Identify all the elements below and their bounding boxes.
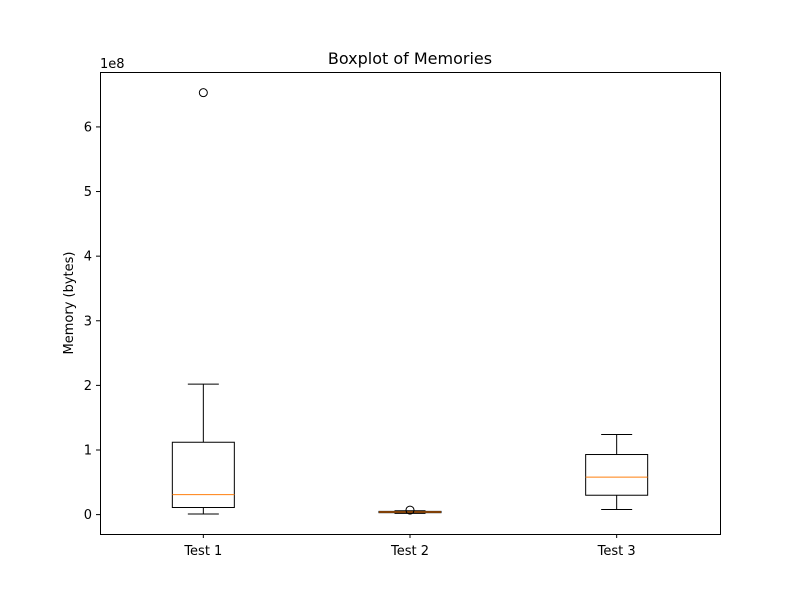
y-offset-label: 1e8 — [100, 57, 125, 72]
box-group — [585, 433, 649, 510]
y-tick-label: 2 — [84, 379, 92, 394]
box — [585, 454, 649, 496]
outlier-point — [405, 505, 415, 515]
box — [171, 441, 235, 509]
y-tick-label: 4 — [84, 250, 92, 265]
chart-title: Boxplot of Memories — [328, 49, 492, 68]
y-tick-label: 3 — [84, 314, 92, 329]
y-tick-label: 6 — [84, 120, 92, 135]
y-tick-label: 1 — [84, 444, 92, 459]
box-group — [378, 505, 442, 515]
y-tick-label: 5 — [84, 185, 92, 200]
x-tick-label: Test 3 — [597, 544, 636, 559]
outlier-point — [198, 88, 208, 98]
y-axis-label: Memory (bytes) — [62, 252, 77, 355]
x-tick-label: Test 2 — [390, 544, 429, 559]
plot-frame — [100, 72, 721, 535]
box-group — [171, 88, 235, 515]
y-tick-label: 0 — [84, 508, 92, 523]
plot-area — [171, 88, 649, 515]
x-tick-label: Test 1 — [183, 544, 222, 559]
